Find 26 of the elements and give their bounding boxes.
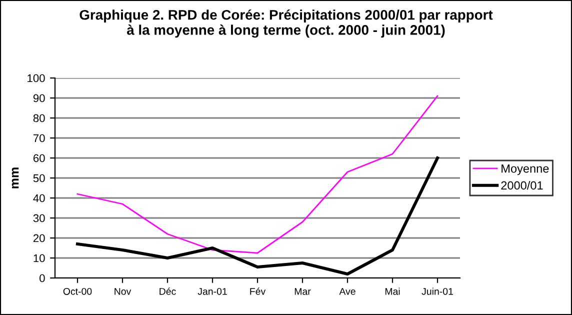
y-tick-label: 50 <box>33 174 45 182</box>
y-tick-label: 70 <box>33 134 45 142</box>
x-tick-label: Déc <box>160 288 176 295</box>
chart-title: Graphique 2. RPD de Corée: Précipitations 2000/01 par rapport à la moyenne à long terme (oct. 2000 - juin 2001) <box>80 9 493 38</box>
legend-label: Moyenne <box>502 164 549 176</box>
x-tick-label: Mar <box>294 288 311 295</box>
line-series <box>76 156 440 276</box>
x-tick-label: Fév <box>250 288 266 295</box>
x-tick-label: Mai <box>385 288 400 295</box>
x-tick-label: Juin-01 <box>422 288 453 295</box>
x-tick-label: Nov <box>114 288 132 295</box>
x-tick-label: Oct-00 <box>63 288 92 295</box>
y-tick-label: 60 <box>33 154 45 162</box>
y-tick-label: 30 <box>33 214 45 222</box>
line-series <box>76 95 438 254</box>
y-tick-label: 0 <box>40 274 45 282</box>
y-tick-label: 90 <box>33 94 45 102</box>
x-tick-label: Ave <box>339 288 356 295</box>
y-tick-label: 20 <box>33 234 45 242</box>
legend-label: 2000/01 <box>501 180 543 190</box>
y-tick-label: 100 <box>28 74 45 82</box>
y-axis-title: mm <box>12 168 19 188</box>
x-tick-label: Jan-01 <box>198 288 227 295</box>
y-tick-label: 80 <box>33 114 45 122</box>
y-tick-label: 40 <box>33 194 45 202</box>
y-tick-label: 10 <box>34 254 45 262</box>
